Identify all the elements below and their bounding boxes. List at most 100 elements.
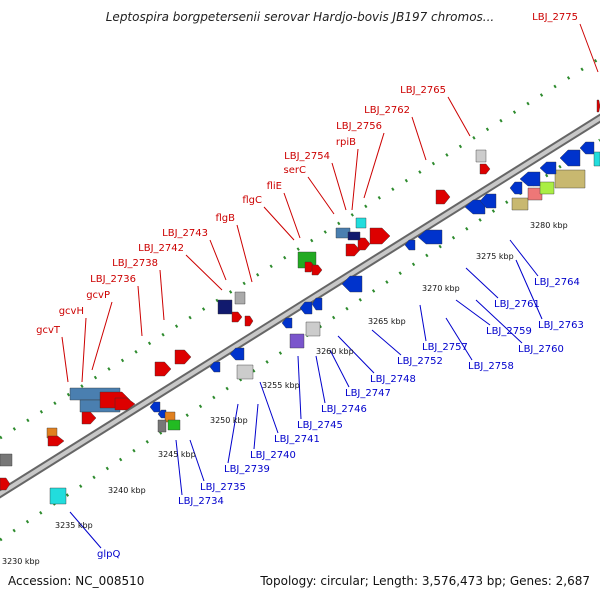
- leader-gcvT: [61, 336, 69, 383]
- leader-LBJ_2736: [137, 285, 143, 337]
- gene-feature-19: [236, 364, 254, 380]
- backbone-line: [0, 115, 600, 497]
- leader-gcvH: [81, 317, 87, 383]
- gene-feature-8: [0, 477, 11, 491]
- leader-LBJ_2754: [331, 162, 347, 211]
- gene-label-serC: serC: [284, 165, 306, 176]
- gene-label-LBJ_2747: LBJ_2747: [345, 388, 391, 399]
- gene-feature-47: [511, 197, 529, 211]
- gene-label-LBJ_2754: LBJ_2754: [284, 151, 330, 162]
- gene-feature-54: [579, 141, 595, 155]
- leader-LBJ_2763: [515, 259, 543, 320]
- gene-label-LBJ_2764: LBJ_2764: [534, 277, 580, 288]
- gene-feature-49: [539, 181, 555, 195]
- genome-backbone: [0, 113, 600, 499]
- gene-label-LBJ_2765: LBJ_2765: [400, 85, 446, 96]
- leader-flgC: [263, 206, 295, 241]
- leader-rpiB: [351, 148, 359, 211]
- gene-feature-22: [231, 311, 243, 323]
- gene-label-LBJ_2745: LBJ_2745: [297, 420, 343, 431]
- gene-feature-37: [355, 217, 367, 229]
- gene-feature-38: [347, 231, 361, 241]
- gene-feature-7: [0, 453, 13, 467]
- leader-LBJ_2761: [465, 267, 499, 299]
- gene-label-gcvP: gcvP: [86, 290, 110, 301]
- gene-label-LBJ_2742: LBJ_2742: [138, 243, 184, 254]
- gene-feature-16: [157, 419, 167, 433]
- gene-feature-13: [157, 409, 167, 419]
- scale-label-4: 3250 kbp: [210, 416, 248, 425]
- label-leader-lines: [61, 23, 599, 549]
- gene-feature-41: [435, 189, 451, 205]
- scale-label-7: 3265 kbp: [368, 317, 406, 326]
- leader-LBJ_2747: [329, 349, 350, 388]
- leader-LBJ_2741: [259, 381, 279, 434]
- scale-label-10: 3280 kbp: [530, 221, 568, 230]
- leader-LBJ_2759: [455, 299, 491, 326]
- gene-label-LBJ_2748: LBJ_2748: [370, 374, 416, 385]
- gene-label-LBJ_2759: LBJ_2759: [486, 326, 532, 337]
- gene-feature-32: [341, 275, 363, 293]
- gene-feature-4: [81, 411, 97, 425]
- leader-LBJ_2743: [209, 239, 227, 281]
- gene-label-LBJ_2739: LBJ_2739: [224, 464, 270, 475]
- gene-label-LBJ_2763: LBJ_2763: [538, 320, 584, 331]
- leader-LBJ_2760: [475, 299, 523, 344]
- gene-feature-55: [593, 151, 600, 167]
- topology-text: Topology: circular; Length: 3,576,473 bp…: [260, 574, 590, 588]
- gene-feature-27: [299, 301, 313, 315]
- gene-feature-15: [167, 419, 181, 431]
- leader-LBJ_2762: [411, 116, 427, 161]
- leader-flgB: [236, 224, 253, 283]
- scale-label-9: 3275 kbp: [476, 252, 514, 261]
- gene-feature-12: [149, 401, 161, 413]
- gene-label-LBJ_2738: LBJ_2738: [112, 258, 158, 269]
- leader-fliE: [283, 192, 301, 239]
- gene-feature-10: [154, 361, 172, 377]
- gene-label-LBJ_2758: LBJ_2758: [468, 361, 514, 372]
- scale-label-6: 3260 kbp: [316, 347, 354, 356]
- scale-label-2: 3240 kbp: [108, 486, 146, 495]
- gene-feature-25: [289, 333, 305, 349]
- gene-features: [0, 99, 600, 505]
- gene-label-gcvT: gcvT: [36, 325, 61, 336]
- gene-feature-23: [244, 315, 254, 327]
- scale-labels: 3230 kbp 3235 kbp 3240 kbp 3245 kbp 3250 kbp…: [2, 221, 568, 566]
- gene-feature-17: [209, 361, 221, 373]
- scale-label-5: 3255 kbp: [262, 381, 300, 390]
- leader-gcvP: [91, 301, 113, 371]
- gene-label-LBJ_2760: LBJ_2760: [518, 344, 564, 355]
- scale-label-0: 3230 kbp: [2, 557, 40, 566]
- gene-label-LBJ_2743: LBJ_2743: [162, 228, 208, 239]
- scale-label-1: 3235 kbp: [55, 521, 93, 530]
- gene-feature-44: [475, 149, 487, 163]
- gene-feature-48: [527, 187, 543, 201]
- scale-label-3: 3245 kbp: [158, 450, 196, 459]
- leader-LBJ_2775: [579, 23, 599, 73]
- gene-label-LBJ_2775: LBJ_2775: [532, 12, 578, 23]
- gene-feature-24: [281, 317, 293, 329]
- gene-label-LBJ_2741: LBJ_2741: [274, 434, 320, 445]
- leader-LBJ_2746: [315, 355, 326, 404]
- leader-LBJ_2745: [297, 355, 302, 420]
- gene-feature-9: [49, 487, 67, 505]
- leader-LBJ_2748: [337, 335, 375, 374]
- scale-label-8: 3270 kbp: [422, 284, 460, 293]
- gene-feature-52: [539, 161, 557, 175]
- gene-label-glpQ: glpQ: [97, 549, 120, 560]
- gene-label-flgB: flgB: [215, 213, 235, 224]
- gene-feature-36: [369, 227, 391, 245]
- leader-serC: [307, 176, 335, 215]
- leader-LBJ_2735: [189, 439, 205, 482]
- leader-LBJ_2738: [159, 269, 165, 321]
- leader-LBJ_2734: [175, 439, 183, 496]
- gene-feature-18: [229, 347, 245, 361]
- gene-feature-31: [311, 264, 323, 276]
- leader-LBJ_2765: [447, 96, 471, 137]
- gene-feature-45: [479, 163, 491, 175]
- gene-feature-56: [596, 99, 600, 113]
- gene-feature-3: [114, 397, 136, 411]
- gene-feature-6: [47, 435, 65, 447]
- gene-label-rpiB: rpiB: [336, 137, 356, 148]
- gene-label-fliE: fliE: [267, 181, 282, 192]
